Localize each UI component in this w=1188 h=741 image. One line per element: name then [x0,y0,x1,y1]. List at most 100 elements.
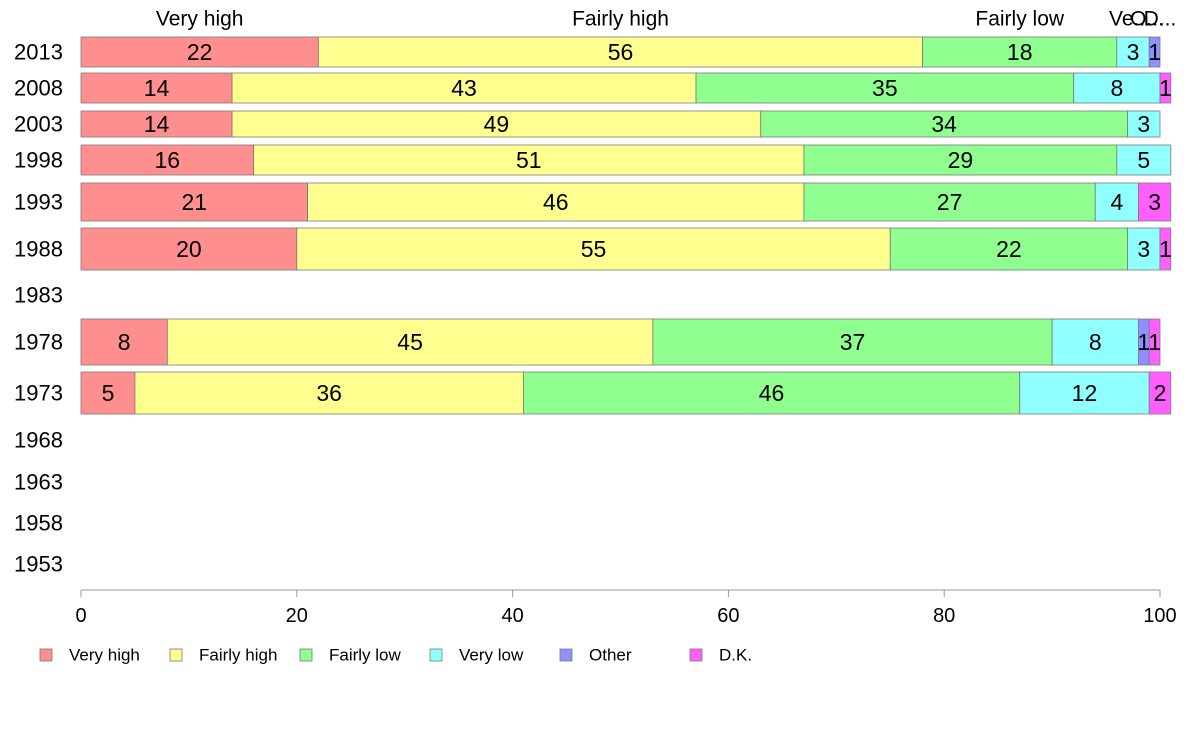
bar-value-label: 51 [516,147,542,173]
bar-segment [80,371,136,415]
x-tick-label: 0 [75,605,86,627]
bar-value-label: 56 [608,39,634,65]
bar-segment [695,72,1075,104]
legend-swatch [429,648,443,662]
bar-value-label: 29 [948,147,974,173]
bar-segment [922,36,1118,68]
x-tick-label: 20 [286,605,308,627]
bar-value-label: 49 [484,111,510,137]
x-tick-label: 80 [933,605,955,627]
year-label: 1973 [14,381,63,406]
bar-value-label: 22 [187,39,213,65]
bar-segment [80,144,255,176]
year-label: 2003 [14,112,63,137]
bar-value-label: 8 [118,329,131,355]
bar-value-label: 1 [1137,329,1150,355]
bar-value-label: 20 [176,236,202,262]
x-tick-label: 60 [717,605,739,627]
bar-value-label: 45 [397,329,423,355]
bar-segment [1094,182,1139,222]
bar-segment [296,227,891,271]
bar-segment [253,144,805,176]
bar-value-label: 12 [1072,380,1098,406]
bar-value-label: 46 [543,189,569,215]
bar-segment [889,227,1129,271]
bar-segment [803,144,1118,176]
bar-value-label: 35 [872,75,898,101]
bar-segment [134,371,524,415]
bar-segment [1138,182,1172,222]
bar-segment [166,318,654,366]
bar-value-label: 43 [451,75,477,101]
bar-value-label: 46 [759,380,785,406]
legend-label: Other [589,646,632,665]
legend-label: Fairly low [329,646,402,665]
bar-segment [231,72,697,104]
bar-segment [1051,318,1139,366]
bar-value-label: 1 [1159,75,1172,101]
top-column-label: Fairly low [975,8,1065,31]
bar-value-label: 1 [1148,329,1161,355]
bars-layer [80,36,1172,415]
legend-swatch [169,648,183,662]
bar-value-label: 16 [155,147,181,173]
bar-value-label: 37 [840,329,866,355]
bar-value-label: 3 [1127,39,1140,65]
year-label: 1953 [14,552,63,577]
bar-value-label: 1 [1148,39,1161,65]
bar-segment [652,318,1053,366]
legend-swatch [39,648,53,662]
bar-segment [1127,110,1161,138]
bar-value-label: 36 [316,380,342,406]
top-column-label: Very high [156,8,244,31]
top-column-label: Ve... [1109,8,1151,31]
top-column-label: D... [1144,8,1177,31]
legend-swatch [299,648,313,662]
bar-segment [760,110,1129,138]
bar-segment [307,182,805,222]
bar-value-label: 14 [144,75,170,101]
bar-value-label: 21 [181,189,207,215]
bar-segment [1148,318,1161,366]
bar-value-label: 55 [581,236,607,262]
bar-segment [80,72,233,104]
year-label: 2013 [14,40,63,65]
year-label: 1988 [14,237,63,262]
bar-value-label: 4 [1110,189,1123,215]
x-tick-label: 100 [1143,605,1176,627]
bar-segment [80,318,168,366]
x-axis: 0 20 40 60 80 100 [75,589,1177,627]
bar-value-label: 3 [1137,111,1150,137]
bar-segment [80,36,319,68]
bar-segment [80,182,308,222]
legend-swatch [559,648,573,662]
bar-segment [1148,36,1161,68]
bar-value-label: 14 [144,111,170,137]
year-label: 1978 [14,330,63,355]
legend-label: D.K. [719,646,752,665]
top-column-label: O... [1130,8,1164,31]
year-labels-layer: 2013 2008 2003 1998 1993 1988 1983 1978 1973 1968… [14,40,63,577]
bar-segment [1159,227,1172,271]
bar-value-label: 5 [102,380,115,406]
x-tick-label: 40 [501,605,523,627]
year-label: 1963 [14,470,63,495]
bar-value-label: 8 [1089,329,1102,355]
year-label: 1983 [14,283,63,308]
bar-value-label: 27 [937,189,963,215]
bar-segment [80,227,298,271]
bar-segment [1116,144,1172,176]
top-column-label: Fairly high [572,8,669,31]
legend-label: Very low [459,646,524,665]
legend-swatch [689,648,703,662]
bar-value-label: 3 [1137,236,1150,262]
top-column-labels-layer: Very high Fairly high Fairly low Ve...O...D… [156,8,1176,31]
bar-segment [1159,72,1172,104]
legend: Very high Fairly high Fairly low Very low Ot… [39,646,752,665]
year-label: 1993 [14,190,63,215]
bar-value-labels-layer: 22 56 18 3 114 43 35 8 114 49 34 316 51 29 521 46 27 4 320… [102,39,1172,406]
bar-segment [1073,72,1161,104]
legend-label: Fairly high [199,646,277,665]
year-label: 1998 [14,148,63,173]
